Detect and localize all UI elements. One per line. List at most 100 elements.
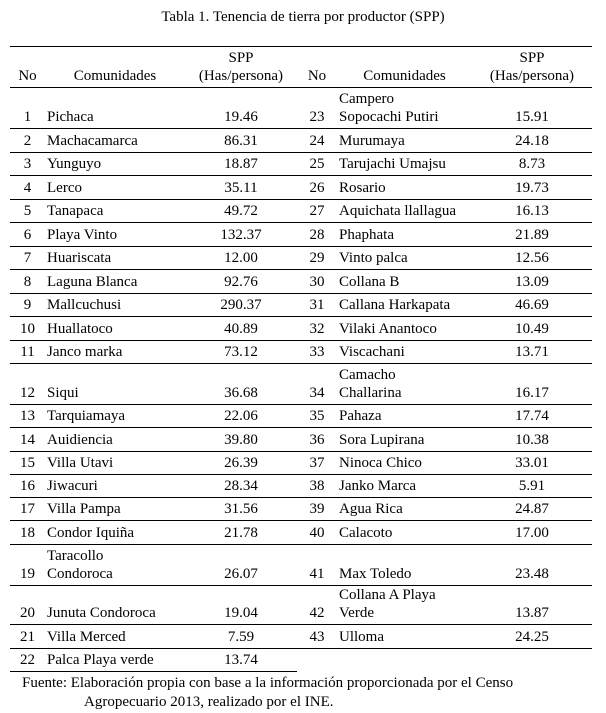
row-number: 26 xyxy=(297,175,337,200)
source-footnote: Fuente: Elaboración propia con base a la… xyxy=(22,672,597,712)
spp-value: 73.12 xyxy=(185,340,297,364)
community-name: Tarujachi Umajsu xyxy=(337,152,472,176)
spp-value: 22.06 xyxy=(185,404,297,429)
header-spp-line-1: SPP xyxy=(519,50,545,66)
community-name: Janko Marca xyxy=(337,474,472,499)
row-number: 20 xyxy=(10,585,45,625)
table-row: 14 Auidiencia 39.80 36 Sora Lupirana 10.38 xyxy=(10,427,592,452)
header-spp: SPP (Has/persona) xyxy=(185,46,297,88)
community-name: Siqui xyxy=(45,363,185,405)
row-number: 30 xyxy=(297,269,337,294)
community-name xyxy=(337,648,472,671)
community-name: Condor Iquiña xyxy=(45,520,185,545)
row-number: 10 xyxy=(10,316,45,341)
table-row: 2 Machacamarca 86.31 24 Murumaya 24.18 xyxy=(10,128,592,153)
community-name: Ulloma xyxy=(337,624,472,649)
row-number: 32 xyxy=(297,316,337,341)
row-number: 27 xyxy=(297,199,337,223)
community-name: Pichaca xyxy=(45,87,185,129)
row-number: 12 xyxy=(10,363,45,405)
spp-value: 13.71 xyxy=(472,340,592,364)
spp-value: 28.34 xyxy=(185,474,297,499)
spp-value: 13.74 xyxy=(185,648,297,672)
row-number: 40 xyxy=(297,520,337,545)
table-row: 20 Junuta Condoroca 19.04 42 Collana A Playa… xyxy=(10,585,592,625)
row-number: 1 xyxy=(10,87,45,129)
community-name: Phaphata xyxy=(337,222,472,247)
spp-value: 16.17 xyxy=(472,363,592,405)
header-spp-2: SPP (Has/persona) xyxy=(472,46,592,88)
spp-value: 132.37 xyxy=(185,222,297,247)
row-number xyxy=(297,648,337,671)
header-comunidades-2: Comunidades xyxy=(337,46,472,88)
table-row: 12 Siqui 36.68 34 Camacho Challarina 16.17 xyxy=(10,363,592,405)
spp-value: 23.48 xyxy=(472,544,592,586)
table-row: 13 Tarquiamaya 22.06 35 Pahaza 17.74 xyxy=(10,404,592,429)
spp-value: 19.46 xyxy=(185,87,297,129)
table-row: 17 Villa Pampa 31.56 39 Agua Rica 24.87 xyxy=(10,497,592,522)
table-row: 18 Condor Iquiña 21.78 40 Calacoto 17.00 xyxy=(10,520,592,545)
table-row: 1 Pichaca 19.46 23 Campero Sopocachi Putiri 15… xyxy=(10,87,592,129)
table-row: 22 Palca Playa verde 13.74 xyxy=(10,648,592,672)
row-number: 17 xyxy=(10,497,45,522)
table-row: 4 Lerco 35.11 26 Rosario 19.73 xyxy=(10,175,592,200)
spp-value: 5.91 xyxy=(472,474,592,499)
row-number: 9 xyxy=(10,293,45,317)
spp-value: 7.59 xyxy=(185,624,297,649)
community-name: Machacamarca xyxy=(45,128,185,153)
header-no-2: No xyxy=(297,46,337,88)
row-number: 29 xyxy=(297,246,337,270)
row-number: 18 xyxy=(10,520,45,545)
community-name: Laguna Blanca xyxy=(45,269,185,294)
community-name: Playa Vinto xyxy=(45,222,185,247)
row-number: 11 xyxy=(10,340,45,364)
table-row: 5 Tanapaca 49.72 27 Aquichata llallagua 16.13 xyxy=(10,199,592,223)
row-number: 6 xyxy=(10,222,45,247)
header-spp-line-2: (Has/persona) xyxy=(198,68,284,84)
spp-value: 13.09 xyxy=(472,269,592,294)
spp-value: 12.56 xyxy=(472,246,592,270)
row-number: 39 xyxy=(297,497,337,522)
community-name: Mallcuchusi xyxy=(45,293,185,317)
community-name: Calacoto xyxy=(337,520,472,545)
spp-value: 19.73 xyxy=(472,175,592,200)
row-number: 25 xyxy=(297,152,337,176)
spp-value: 49.72 xyxy=(185,199,297,223)
community-name: Tanapaca xyxy=(45,199,185,223)
spp-value: 24.87 xyxy=(472,497,592,522)
table-row: 11 Janco marka 73.12 33 Viscachani 13.71 xyxy=(10,340,592,364)
spp-value: 10.38 xyxy=(472,427,592,452)
community-name: Lerco xyxy=(45,175,185,200)
row-number: 7 xyxy=(10,246,45,270)
spp-value: 17.74 xyxy=(472,404,592,429)
spp-value: 13.87 xyxy=(472,585,592,625)
community-name: Aquichata llallagua xyxy=(337,199,472,223)
spp-value: 92.76 xyxy=(185,269,297,294)
spp-value: 39.80 xyxy=(185,427,297,452)
spp-value: 8.73 xyxy=(472,152,592,176)
spp-value: 36.68 xyxy=(185,363,297,405)
community-name: Callana Harkapata xyxy=(337,293,472,317)
spp-value: 31.56 xyxy=(185,497,297,522)
row-number: 38 xyxy=(297,474,337,499)
table-row: 8 Laguna Blanca 92.76 30 Collana B 13.09 xyxy=(10,269,592,294)
table-row: 6 Playa Vinto 132.37 28 Phaphata 21.89 xyxy=(10,222,592,247)
row-number: 37 xyxy=(297,451,337,475)
row-number: 41 xyxy=(297,544,337,586)
row-number: 13 xyxy=(10,404,45,429)
table-row: 19 Taracollo Condoroca 26.07 41 Max Toledo 23.… xyxy=(10,544,592,586)
spp-value: 86.31 xyxy=(185,128,297,153)
spp-value: 10.49 xyxy=(472,316,592,341)
community-name: Tarquiamaya xyxy=(45,404,185,429)
community-name: Agua Rica xyxy=(337,497,472,522)
spp-value: 33.01 xyxy=(472,451,592,475)
row-number: 16 xyxy=(10,474,45,499)
community-name: Vinto palca xyxy=(337,246,472,270)
table-row: 7 Huariscata 12.00 29 Vinto palca 12.56 xyxy=(10,246,592,270)
community-name: Campero Sopocachi Putiri xyxy=(337,87,472,129)
row-number: 36 xyxy=(297,427,337,452)
row-number: 43 xyxy=(297,624,337,649)
spp-value: 21.78 xyxy=(185,520,297,545)
community-name: Villa Merced xyxy=(45,624,185,649)
row-number: 15 xyxy=(10,451,45,475)
